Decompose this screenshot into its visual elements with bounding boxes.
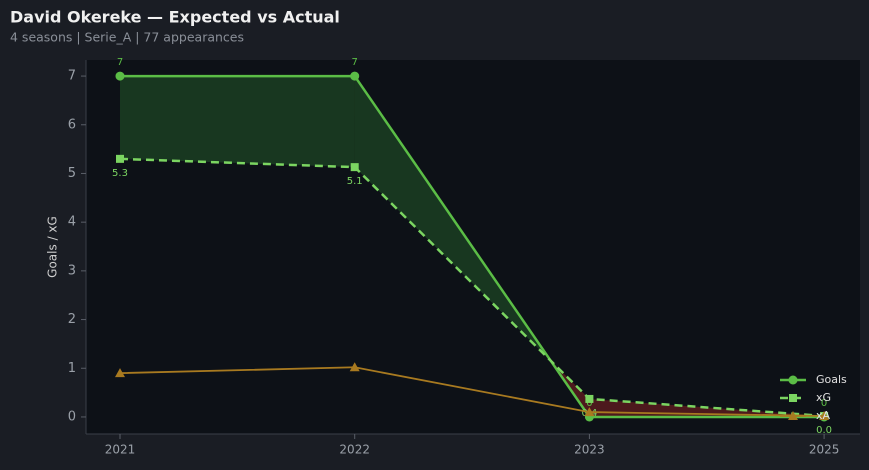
y-tick-label: 6 [68,117,76,132]
point [789,394,797,402]
data-label: 0 [586,398,592,409]
gap-fill [120,76,355,168]
point [350,163,359,172]
y-tick-label: 5 [68,166,76,181]
x-tick-label: 2021 [105,443,136,457]
data-label: 7 [117,57,123,68]
subtitle: 4 seasons | Serie_A | 77 appearances [10,30,244,45]
series-line [119,366,825,417]
point [584,407,595,417]
point [115,71,125,81]
series-line [120,74,825,419]
x-tick-label: 2023 [574,443,605,457]
y-tick-label: 1 [68,361,76,376]
page-title: David Okereke — Expected vs Actual [10,8,340,27]
x-tick-label: 2022 [339,443,370,457]
data-label: 5.1 [347,176,363,187]
legend-label: Goals [816,373,847,386]
y-tick-label: 2 [68,312,76,327]
point [819,410,830,420]
point [115,368,125,378]
point [585,394,594,403]
y-axis-label: Goals / xG [46,216,60,278]
x-tick-label: 2025 [809,443,840,457]
data-label: 0 [821,398,827,409]
point [788,375,798,385]
point [349,362,360,372]
y-tick-label: 7 [68,69,76,84]
point [788,411,798,420]
y-tick-label: 3 [68,263,76,278]
data-label: 5.3 [112,168,128,179]
data-label: 7 [352,57,358,68]
y-tick-label: 4 [68,215,76,230]
y-tick-label: 0 [68,409,76,424]
data-label: 0.0 [816,425,832,436]
point [350,71,360,81]
legend-label: xG [816,391,831,404]
point [116,154,124,163]
series-line [119,157,825,418]
legend-label: xA [816,409,831,422]
